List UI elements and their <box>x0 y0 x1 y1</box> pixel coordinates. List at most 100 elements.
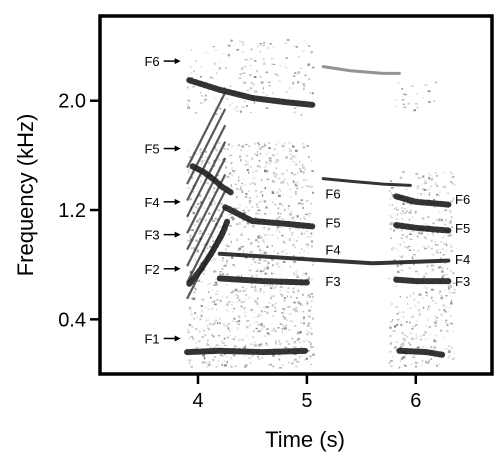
noise-speck <box>273 286 276 290</box>
noise-speck <box>189 297 193 300</box>
noise-speck <box>402 241 405 243</box>
noise-speck <box>312 296 314 299</box>
noise-speck <box>250 286 253 288</box>
noise-speck <box>388 362 391 364</box>
noise-speck <box>453 291 456 294</box>
noise-speck <box>290 172 294 174</box>
noise-speck <box>246 222 250 225</box>
noise-speck <box>236 297 239 299</box>
noise-speck <box>306 278 310 280</box>
noise-speck <box>225 326 228 328</box>
noise-speck <box>427 245 430 248</box>
noise-speck <box>282 324 284 328</box>
noise-speck <box>265 107 269 109</box>
noise-speck <box>438 218 441 221</box>
noise-speck <box>297 337 300 340</box>
noise-speck <box>404 364 406 366</box>
noise-speck <box>436 365 438 368</box>
noise-speck <box>273 174 276 177</box>
noise-speck <box>449 306 451 309</box>
noise-speck <box>299 168 302 170</box>
noise-speck <box>408 249 412 251</box>
noise-speck <box>245 364 248 367</box>
noise-speck <box>293 107 296 109</box>
noise-speck <box>196 234 199 236</box>
noise-speck <box>445 249 448 252</box>
noise-speck <box>243 66 247 68</box>
noise-speck <box>225 283 228 286</box>
noise-speck <box>254 261 257 264</box>
noise-speck <box>311 51 313 54</box>
noise-speck <box>211 218 213 221</box>
noise-speck <box>209 346 212 349</box>
noise-speck <box>389 215 391 217</box>
noise-speck <box>241 68 243 71</box>
formant-label: F5 <box>325 215 340 230</box>
noise-speck <box>255 190 257 192</box>
noise-speck <box>251 177 254 179</box>
noise-speck <box>389 197 392 200</box>
noise-speck <box>300 321 302 324</box>
noise-speck <box>388 277 391 280</box>
noise-speck <box>429 334 431 336</box>
noise-speck <box>428 176 430 178</box>
noise-speck <box>188 324 192 326</box>
noise-speck <box>441 248 444 250</box>
noise-speck <box>427 216 430 218</box>
noise-speck <box>286 290 288 292</box>
noise-speck <box>202 354 205 356</box>
noise-speck <box>395 200 397 203</box>
noise-speck <box>207 339 209 342</box>
formant-label: F4 <box>325 243 340 258</box>
noise-speck <box>405 188 408 191</box>
noise-speck <box>214 218 216 221</box>
noise-speck <box>187 86 189 89</box>
noise-speck <box>270 159 273 163</box>
noise-speck <box>390 227 392 231</box>
noise-speck <box>249 65 252 67</box>
noise-speck <box>218 322 221 325</box>
noise-speck <box>293 255 295 257</box>
noise-speck <box>241 145 245 148</box>
noise-speck <box>449 322 453 325</box>
noise-speck <box>274 175 277 178</box>
noise-speck <box>448 287 451 290</box>
noise-speck <box>302 304 304 306</box>
noise-speck <box>259 270 263 273</box>
noise-speck <box>212 358 215 361</box>
noise-speck <box>248 197 252 199</box>
noise-speck <box>242 44 245 46</box>
noise-speck <box>285 324 287 327</box>
noise-speck <box>199 201 203 204</box>
noise-speck <box>306 303 309 305</box>
noise-speck <box>279 322 283 326</box>
noise-speck <box>259 167 261 169</box>
noise-speck <box>234 169 237 172</box>
noise-speck <box>409 238 413 240</box>
noise-speck <box>246 320 250 322</box>
noise-speck <box>251 282 253 285</box>
formant-arrow-head <box>174 145 181 152</box>
noise-speck <box>273 250 275 252</box>
noise-speck <box>284 66 288 69</box>
noise-speck <box>289 153 292 156</box>
noise-speck <box>292 244 295 246</box>
noise-speck <box>446 243 448 247</box>
noise-speck <box>434 241 436 243</box>
noise-speck <box>425 223 427 225</box>
noise-speck <box>282 194 285 196</box>
noise-speck <box>241 51 245 53</box>
noise-speck <box>451 292 454 294</box>
noise-speck <box>401 171 404 174</box>
noise-speck <box>295 182 297 184</box>
noise-speck <box>415 103 418 105</box>
noise-speck <box>402 93 405 96</box>
harmonic-striation <box>186 206 227 283</box>
noise-speck <box>212 143 214 145</box>
noise-speck <box>255 195 258 198</box>
noise-speck <box>306 245 308 248</box>
noise-speck <box>429 175 432 177</box>
noise-speck <box>423 236 427 239</box>
noise-speck <box>422 297 424 299</box>
noise-speck <box>188 171 190 174</box>
